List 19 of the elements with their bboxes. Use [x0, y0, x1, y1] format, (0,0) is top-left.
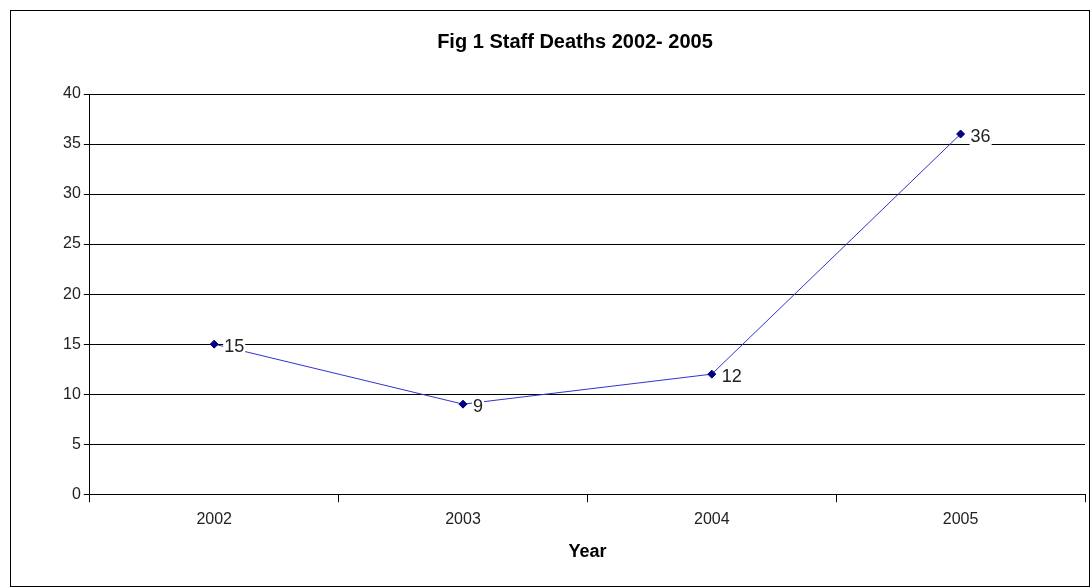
data-label: 9	[473, 396, 484, 417]
y-tick-label: 25	[63, 234, 81, 252]
y-tick-label: 20	[63, 284, 81, 302]
y-tick-label: 10	[63, 384, 81, 402]
x-tick-label: 2004	[694, 510, 730, 528]
x-tick-label: 2002	[196, 510, 233, 528]
x-tick-label: 2003	[445, 510, 481, 528]
x-tick-label: 2005	[942, 510, 979, 528]
y-tick-label: 30	[63, 184, 81, 202]
data-label: 36	[970, 125, 991, 146]
chart-title: Fig 1 Staff Deaths 2002- 2005	[437, 29, 713, 52]
y-tick-label: 40	[63, 84, 81, 102]
data-label: 12	[721, 366, 742, 387]
y-tick-label: 35	[63, 134, 81, 152]
x-axis-title: Year	[568, 541, 607, 562]
y-tick-label: 0	[71, 484, 81, 502]
y-tick-label: 5	[71, 434, 81, 452]
data-label: 15	[224, 336, 245, 357]
y-tick-label: 15	[63, 334, 81, 352]
